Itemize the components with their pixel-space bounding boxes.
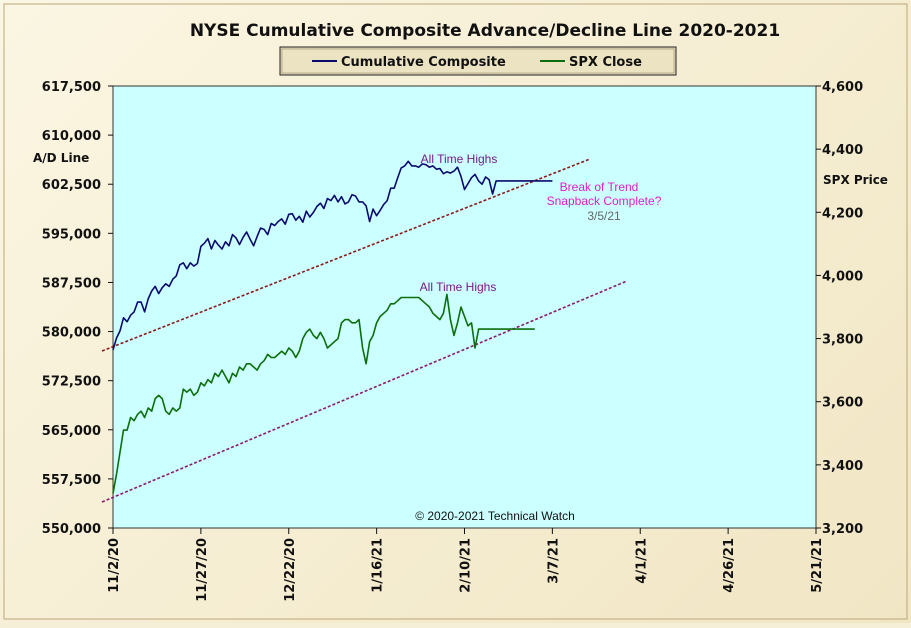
x-tick-label: 4/1/21: [634, 538, 649, 584]
y-right-tick-label: 4,600: [822, 80, 863, 95]
y-left-tick-label: 550,000: [42, 522, 101, 537]
series-layer: [112, 160, 553, 494]
y-left-tick-label: 610,000: [42, 129, 101, 144]
chart-title: NYSE Cumulative Composite Advance/Declin…: [190, 21, 780, 41]
y-left-tick-label: 595,000: [42, 227, 101, 242]
y-right-tick-label: 4,200: [822, 206, 863, 221]
legend-label-ad: Cumulative Composite: [341, 55, 506, 70]
y-right-tick-label: 3,200: [822, 522, 863, 537]
x-tick-label: 11/2/20: [107, 538, 122, 593]
y-left-tick-label: 557,500: [42, 473, 101, 488]
y-left-tick-label: 587,500: [42, 276, 101, 291]
x-tick-label: 2/10/21: [459, 538, 474, 593]
x-tick-label: 5/21/21: [810, 538, 825, 593]
x-tick-label: 4/26/21: [722, 538, 737, 593]
y-left-tick-label: 617,500: [42, 80, 101, 95]
y-left-tick-label: 580,000: [42, 326, 101, 341]
y-left-tick-label: 602,500: [42, 178, 101, 193]
y-right-tick-label: 3,400: [822, 459, 863, 474]
annotation-ath-lower: All Time Highs: [420, 280, 497, 294]
x-axis: 11/2/20 11/27/20 12/22/20 1/16/21 2/10/21 3/7…: [107, 528, 825, 602]
y-right-tick-label: 4,400: [822, 143, 863, 158]
y-axis-left: 550,000 557,500 565,000 572,500 580,000 587,5…: [42, 80, 113, 537]
x-tick-label: 12/22/20: [283, 538, 298, 602]
y-right-tick-label: 4,000: [822, 269, 863, 284]
spx-close-series: [112, 293, 535, 494]
ad-line-series: [112, 160, 553, 351]
annotation-snapback: Snapback Complete?: [547, 194, 662, 208]
annotation-break-of-trend: Break of Trend: [560, 180, 639, 194]
y-right-tick-label: 3,600: [822, 396, 863, 411]
y-right-tick-label: 3,800: [822, 333, 863, 348]
y-axis-left-label: A/D Line: [33, 151, 89, 165]
legend: Cumulative Composite SPX Close: [279, 46, 677, 76]
plot-area: [112, 85, 817, 529]
upper-trend-line: [101, 158, 591, 352]
legend-label-spx: SPX Close: [569, 55, 642, 70]
y-left-tick-label: 565,000: [42, 424, 101, 439]
y-left-tick-label: 572,500: [42, 375, 101, 390]
x-tick-label: 3/7/21: [546, 538, 561, 584]
y-axis-right-label: SPX Price: [823, 173, 888, 187]
annotation-ath-upper: All Time Highs: [421, 152, 498, 166]
x-tick-label: 11/27/20: [195, 538, 210, 602]
x-tick-label: 1/16/21: [371, 538, 386, 593]
copyright: © 2020-2021 Technical Watch: [415, 509, 575, 523]
annotation-date: 3/5/21: [587, 209, 621, 223]
y-axis-right: 3,200 3,400 3,600 3,800 4,000 4,200 4,400 4,600: [816, 80, 863, 537]
